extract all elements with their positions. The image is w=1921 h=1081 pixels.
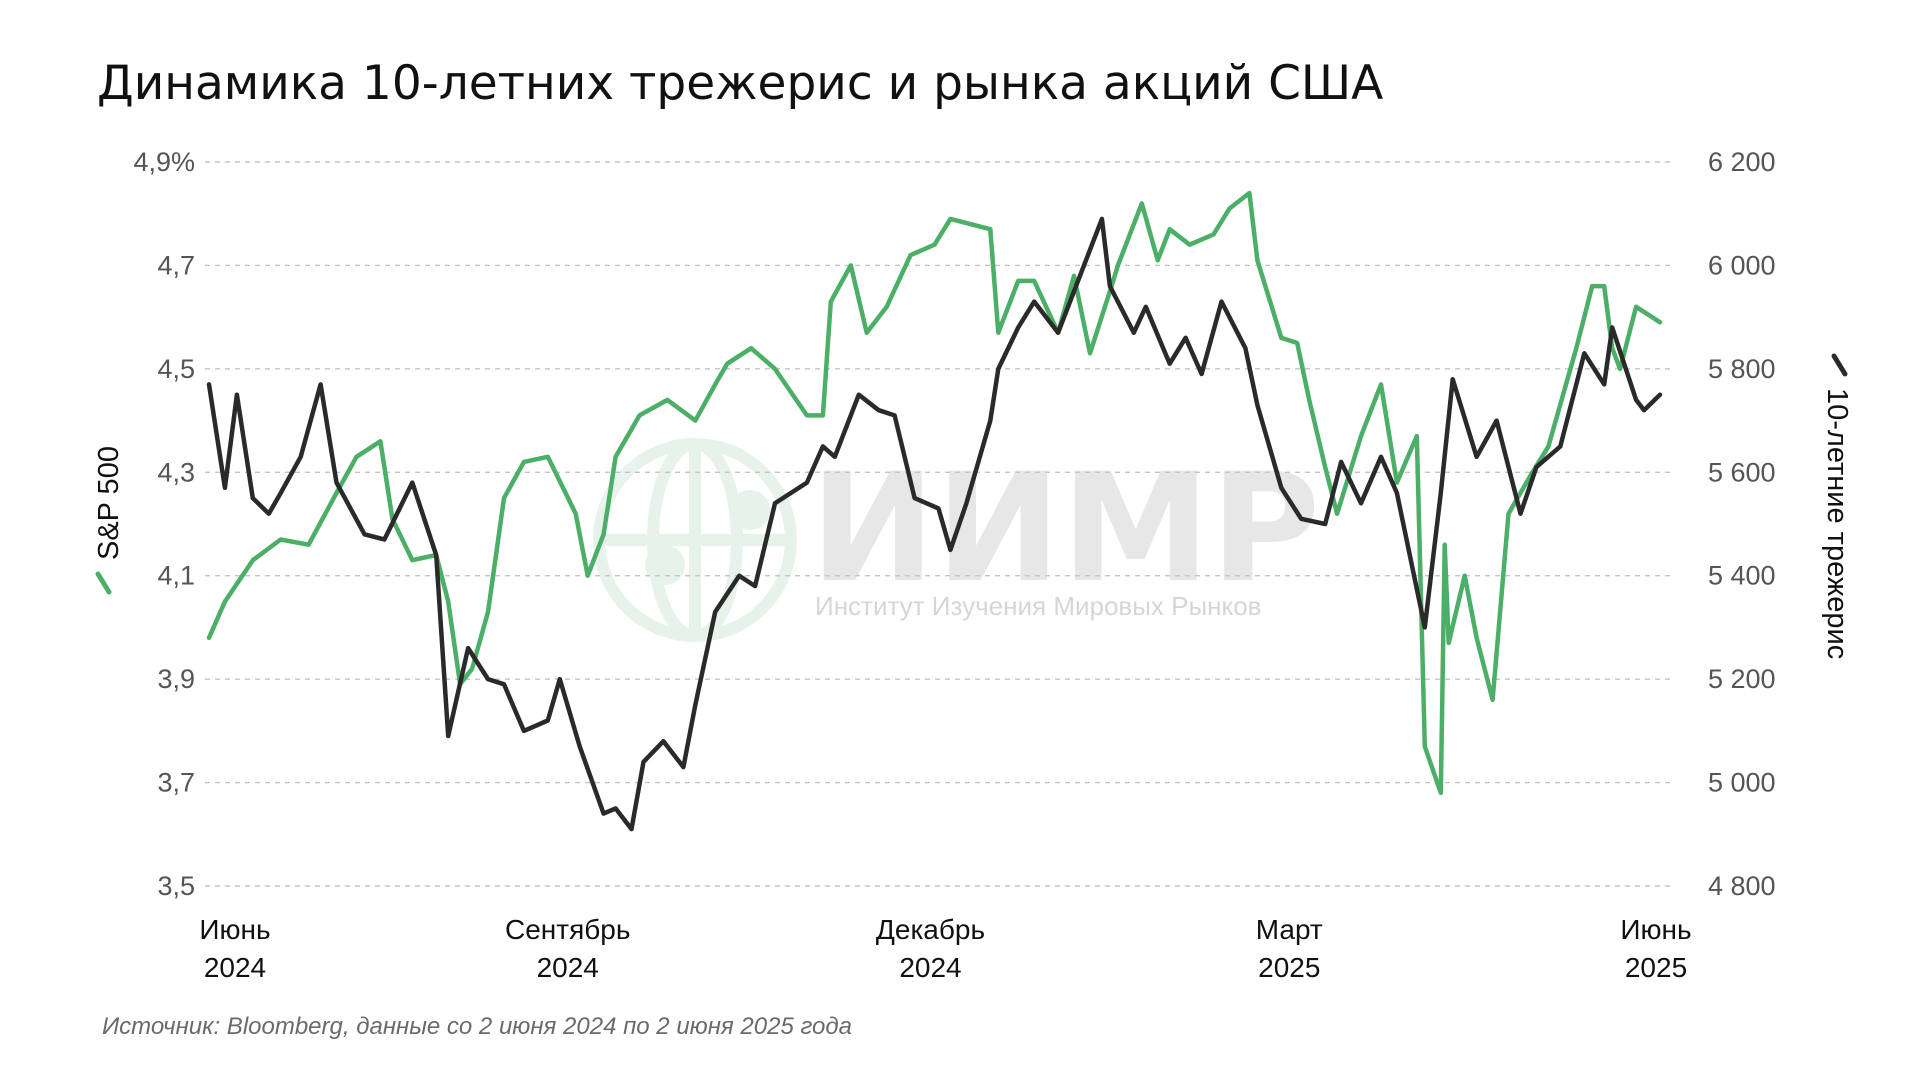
right-axis-tick-label: 6 000: [1708, 250, 1776, 280]
left-axis-ticks: 4,9% 4,7 4,5 4,3 4,1 3,9 3,7 3,5: [133, 147, 195, 901]
left-axis-tick-label: 3,9: [157, 664, 195, 694]
left-axis-tick-label: 4,5: [157, 354, 195, 384]
right-axis-legend-marker: [1831, 353, 1848, 377]
x-axis-tick-year: 2024: [204, 952, 266, 983]
chart-title: Динамика 10-летних трежерис и рынка акци…: [97, 56, 1383, 111]
treasury-10y-line: [206, 216, 1663, 832]
right-axis-tick-label: 5 400: [1708, 561, 1776, 591]
source-note: Источник: Bloomberg, данные со 2 июня 20…: [102, 1013, 852, 1040]
right-axis-tick-label: 6 200: [1708, 147, 1776, 177]
left-axis-tick-label: 4,1: [157, 561, 195, 591]
watermark-name: ИИМР: [810, 442, 1320, 616]
right-axis-tick-label: 5 600: [1708, 457, 1776, 487]
x-axis-tick-month: Июнь: [1620, 914, 1691, 945]
left-axis-tick-label: 4,9%: [133, 147, 195, 177]
x-axis-tick-month: Июнь: [199, 914, 270, 945]
watermark: ИИМР Институт Изучения Мировых Рынков: [593, 438, 1320, 642]
x-axis-tick-month: Март: [1256, 914, 1323, 945]
left-axis-tick-label: 3,5: [157, 871, 195, 901]
gridlines: [205, 161, 1670, 887]
right-axis-ticks: 6 200 6 000 5 800 5 600 5 400 5 200 5 000 4 800: [1708, 147, 1776, 901]
x-axis-tick-year: 2025: [1258, 952, 1320, 983]
left-axis-legend-marker: [95, 571, 112, 595]
watermark-globe-icon: [593, 438, 797, 642]
sp500-line: [206, 190, 1663, 796]
x-axis-tick-year: 2024: [537, 952, 599, 983]
left-axis-tick-label: 4,7: [157, 250, 195, 280]
right-axis-tick-label: 5 200: [1708, 664, 1776, 694]
right-axis-tick-label: 5 800: [1708, 354, 1776, 384]
x-axis-tick-year: 2025: [1625, 952, 1687, 983]
x-axis-tick-year: 2024: [899, 952, 961, 983]
left-axis-tick-label: 4,3: [157, 457, 195, 487]
left-axis-tick-label: 3,7: [157, 768, 195, 798]
watermark-subtitle: Институт Изучения Мировых Рынков: [815, 591, 1261, 621]
series-lines: [206, 190, 1663, 832]
x-axis-tick-month: Сентябрь: [505, 914, 630, 945]
right-axis-title: 10-летние трежерис: [1821, 388, 1853, 659]
x-axis-ticks: Июнь 2024 Сентябрь 2024 Декабрь 2024 Март 2025 И…: [199, 914, 1691, 983]
left-axis-title-group: S&P 500: [93, 446, 125, 595]
right-axis-tick-label: 5 000: [1708, 768, 1776, 798]
x-axis-tick-month: Декабрь: [876, 914, 985, 945]
right-axis-title-group: 10-летние трежерис: [1821, 353, 1853, 659]
right-axis-tick-label: 4 800: [1708, 871, 1776, 901]
left-axis-title: S&P 500: [93, 446, 125, 560]
